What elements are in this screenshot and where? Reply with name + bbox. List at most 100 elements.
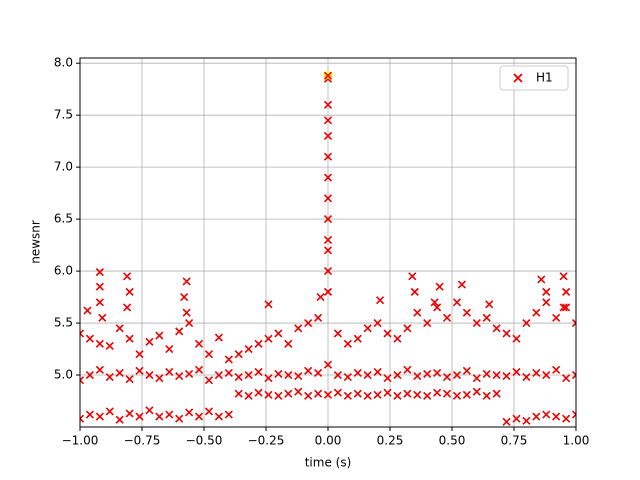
- point: [185, 369, 194, 379]
- point: [125, 409, 134, 418]
- point: [430, 298, 439, 307]
- point: [175, 414, 184, 423]
- point: [452, 298, 462, 307]
- point: [244, 391, 253, 400]
- point: [254, 388, 263, 397]
- point: [323, 287, 333, 296]
- point: [433, 368, 442, 378]
- point: [435, 282, 444, 291]
- axes-frame: [79, 57, 577, 428]
- point: [363, 391, 372, 400]
- point: [314, 368, 323, 378]
- point: [552, 412, 561, 421]
- y-tick-label: 8.0: [54, 56, 73, 70]
- point: [482, 369, 491, 379]
- point: [393, 391, 402, 400]
- point: [542, 370, 551, 380]
- point: [423, 391, 432, 400]
- point: [562, 303, 571, 312]
- x-tick-label: −0.25: [248, 434, 285, 448]
- x-tick-label: −0.75: [124, 434, 161, 448]
- point: [482, 313, 491, 322]
- point: [571, 410, 576, 419]
- y-tick-label: 6.0: [54, 264, 73, 278]
- point: [185, 408, 194, 417]
- point: [323, 390, 333, 399]
- point: [194, 339, 204, 348]
- y-axis-label: newsnr: [29, 220, 43, 264]
- point: [323, 360, 333, 369]
- point: [175, 327, 184, 336]
- point: [80, 376, 85, 385]
- x-tick-label: 0.75: [501, 434, 528, 448]
- point: [194, 412, 204, 421]
- point: [180, 293, 189, 302]
- point: [123, 272, 132, 281]
- point: [234, 350, 243, 359]
- point: [294, 372, 303, 381]
- point: [393, 370, 402, 380]
- point: [85, 370, 94, 380]
- point: [145, 406, 154, 415]
- point: [353, 389, 362, 398]
- point: [343, 373, 352, 382]
- point: [343, 391, 352, 400]
- plot-area: [80, 69, 576, 426]
- point: [304, 391, 313, 400]
- point: [95, 412, 104, 421]
- point: [125, 375, 134, 384]
- point: [333, 370, 342, 380]
- point: [571, 370, 576, 380]
- point: [452, 391, 462, 400]
- point: [135, 366, 144, 375]
- point: [284, 370, 293, 380]
- point: [492, 370, 501, 380]
- point: [472, 318, 481, 328]
- point: [408, 272, 417, 281]
- x-axis-label: time (s): [305, 456, 352, 470]
- point: [83, 306, 92, 315]
- point: [492, 324, 501, 333]
- point: [85, 410, 94, 419]
- point: [457, 280, 466, 289]
- point: [373, 367, 382, 376]
- point: [542, 287, 551, 296]
- point: [542, 298, 551, 307]
- point: [135, 350, 144, 359]
- point: [145, 370, 154, 380]
- point: [323, 116, 333, 125]
- point: [264, 334, 273, 343]
- point: [224, 368, 233, 378]
- x-tick-label: 1.00: [563, 434, 590, 448]
- highlight-cross: [323, 71, 333, 80]
- point: [442, 313, 452, 322]
- point: [95, 298, 104, 307]
- point: [194, 365, 204, 374]
- point: [452, 370, 462, 380]
- point: [433, 388, 442, 397]
- point: [363, 324, 372, 333]
- point: [274, 369, 283, 379]
- point: [185, 318, 194, 328]
- point: [522, 318, 531, 328]
- point: [323, 246, 333, 255]
- point: [95, 282, 104, 291]
- point: [502, 417, 511, 426]
- point: [512, 334, 521, 343]
- point: [204, 350, 214, 359]
- y-tick-label: 5.5: [54, 316, 73, 330]
- point: [105, 341, 114, 350]
- point: [314, 313, 323, 322]
- point: [165, 410, 174, 419]
- point: [314, 389, 323, 398]
- point: [323, 173, 333, 182]
- point: [537, 275, 546, 284]
- point: [442, 373, 452, 382]
- legend-label: H1: [536, 71, 553, 85]
- point: [522, 416, 531, 425]
- point: [125, 287, 134, 296]
- point: [304, 366, 313, 375]
- point: [413, 372, 422, 381]
- point: [383, 374, 392, 383]
- point: [254, 367, 263, 376]
